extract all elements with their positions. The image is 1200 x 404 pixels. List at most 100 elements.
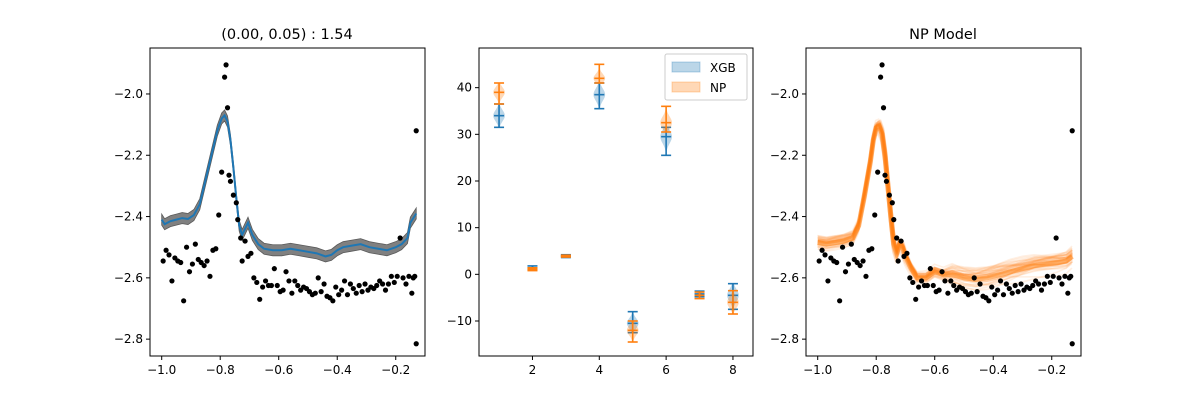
panel-1-data-point [189, 261, 196, 267]
panel-1-data-point [409, 290, 415, 296]
panel-3-data-point [848, 241, 854, 247]
panel-3-data-point [951, 282, 957, 289]
violin-np-5 [626, 320, 639, 343]
panel-3-frame [805, 47, 1082, 357]
panel-3-data-point [930, 282, 936, 289]
panel-1-data-point [385, 281, 392, 287]
panel-3-data-point [837, 298, 843, 304]
panel-3-data-point [1069, 341, 1075, 347]
panel-3-data-point [860, 258, 866, 264]
panel-3-data-point [886, 192, 892, 198]
panel-1-data-point [251, 275, 257, 281]
panel-3-data-point [1041, 281, 1048, 287]
panel-3-data-point [878, 74, 884, 80]
legend-box [664, 53, 748, 101]
panel-1-data-point [216, 212, 222, 218]
panel-2-plot-area: 2 4 6 8 −10 0 10 20 30 40 [447, 63, 739, 377]
panel-2: 2 4 6 8 −10 0 10 20 30 40 XGB NP [447, 47, 754, 377]
violin-np-8 [727, 289, 739, 315]
panel-1-data-point [227, 178, 234, 184]
panel-1-data-point [344, 292, 351, 298]
panel-1-data-point [268, 282, 275, 289]
panel-1-data-point [400, 275, 406, 281]
panel-1-frame [149, 47, 426, 357]
panel-1-data-point [286, 278, 292, 284]
panel-2-y-tick-label: 10 [457, 221, 472, 235]
panel-3-data-point [889, 200, 895, 206]
panel-1-data-point [242, 238, 248, 244]
legend-swatch-np [671, 81, 701, 93]
violin-np-7 [694, 291, 705, 300]
violin-np-1 [493, 82, 505, 105]
panel-2-y-tick-label: 0 [464, 267, 472, 281]
panel-3-y-tick-label: −2.0 [770, 87, 799, 101]
panel-1-data-point [295, 282, 301, 289]
panel-3-data-point [1035, 281, 1042, 287]
panel-3-data-point [882, 172, 888, 178]
legend: XGB NP [664, 53, 748, 101]
panel-1-data-point [257, 296, 263, 302]
panel-1-data-point [254, 279, 260, 286]
panel-1-data-point [388, 273, 394, 279]
panel-0-y-tick-label: −2.6 [114, 271, 143, 285]
panel-3-data-point [907, 275, 913, 281]
panel-1-data-point [235, 217, 241, 223]
panel-3-data-point [989, 284, 995, 290]
panel-0-x-tick-label: −0.2 [381, 363, 410, 377]
panel-3-data-point [894, 235, 900, 241]
panel-0-y-tick-label: −2.2 [114, 148, 143, 162]
panel-1-data-point [347, 281, 353, 287]
violin-np-6 [660, 105, 672, 133]
panel-1-data-point [230, 192, 236, 198]
panel-1-plot-area: −1.0 −0.8 −0.6 −0.4 −0.2 −2.8 −2.6 −2.4 −2.2 −2.0 [114, 62, 419, 377]
panel-1-data-point [406, 273, 412, 279]
panel-3-data-point [1009, 290, 1015, 296]
panel-1-data-point [223, 62, 229, 68]
panel-1-data-point [382, 287, 389, 293]
panel-3-data-point [891, 217, 897, 223]
panel-1-data-point [186, 269, 193, 275]
panel-1-data-point [339, 287, 345, 293]
panel-0-x-tick-label: −0.4 [323, 363, 352, 377]
panel-3-data-point [939, 269, 945, 275]
panel-0-y-tick-label: −2.0 [114, 87, 143, 101]
panel-3-data-point [883, 178, 890, 184]
panel-3-x-tick-label: −1.0 [803, 363, 832, 377]
panel-0-y-tick-label: −2.8 [114, 332, 143, 346]
panel-3-data-point [825, 278, 831, 284]
panel-3-data-point [904, 250, 910, 256]
legend-swatch-xgb [671, 61, 701, 73]
panel-3-data-point [839, 244, 846, 250]
panel-3-data-point [974, 289, 980, 295]
panel-1-data-point [204, 258, 210, 264]
panel-3-data-point [1059, 281, 1065, 287]
panel-1-data-point [163, 247, 169, 253]
panel-1-data-point [315, 275, 321, 281]
panel-2-x-tick-label: 2 [529, 363, 537, 377]
panel-1-data-point [274, 282, 280, 289]
panel-1-data-point [359, 289, 365, 295]
panel-1-data-point [413, 128, 419, 134]
panel-1-data-point [391, 279, 397, 286]
panel-1-data-point [397, 235, 403, 241]
panel-3-data-point [1015, 289, 1021, 295]
panel-1-data-point [239, 258, 245, 264]
panel-1-data-point [233, 200, 239, 206]
panel-0-y-tick-label: −2.4 [114, 210, 143, 224]
panel-1-data-point [292, 278, 298, 284]
panel-3-sample-core [817, 122, 1074, 282]
panel-3-data-point [1062, 273, 1068, 279]
panel-1-data-point [213, 246, 219, 252]
panel-1-data-point [178, 259, 184, 266]
panel-1-data-point [289, 290, 295, 296]
panel-3-data-point [834, 259, 840, 266]
panel-2-y-tick-label: −10 [447, 314, 472, 328]
panel-1-data-point [403, 281, 409, 287]
panel-1-data-point [260, 284, 266, 290]
legend-label-np: NP [710, 81, 726, 95]
panel-3-data-point [1050, 273, 1056, 279]
panel-3-data-point [1068, 273, 1074, 279]
panel-3-data-point [913, 296, 919, 302]
panel-1-data-point [362, 281, 368, 287]
panel-3-x-tick-label: −0.2 [1037, 363, 1066, 377]
